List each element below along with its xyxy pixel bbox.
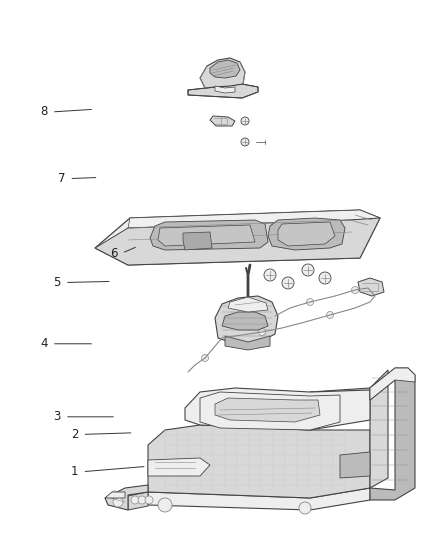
Circle shape (258, 328, 265, 335)
Circle shape (352, 287, 358, 294)
Polygon shape (128, 210, 380, 228)
Circle shape (307, 298, 314, 305)
Circle shape (158, 498, 172, 512)
Circle shape (113, 497, 123, 507)
Circle shape (282, 277, 294, 289)
Polygon shape (370, 368, 415, 500)
Text: 2: 2 (71, 428, 78, 441)
Polygon shape (158, 225, 255, 246)
Polygon shape (215, 296, 278, 344)
Polygon shape (228, 297, 268, 312)
Polygon shape (200, 58, 245, 88)
Circle shape (241, 117, 249, 125)
Text: 4: 4 (40, 337, 48, 350)
Polygon shape (148, 425, 370, 498)
Polygon shape (183, 232, 212, 250)
Text: 3: 3 (53, 410, 60, 423)
Polygon shape (185, 388, 370, 430)
Polygon shape (105, 492, 125, 498)
Circle shape (145, 496, 153, 504)
Polygon shape (150, 220, 268, 250)
Polygon shape (310, 370, 388, 488)
Circle shape (111, 491, 119, 499)
Circle shape (264, 269, 276, 281)
Polygon shape (340, 452, 370, 478)
Polygon shape (215, 398, 320, 422)
Polygon shape (278, 222, 335, 246)
Circle shape (138, 496, 146, 504)
Polygon shape (215, 86, 235, 93)
Polygon shape (210, 116, 235, 126)
Polygon shape (95, 218, 380, 265)
Polygon shape (148, 458, 210, 476)
Text: 7: 7 (57, 172, 65, 185)
Circle shape (319, 272, 331, 284)
Circle shape (201, 354, 208, 361)
Polygon shape (268, 218, 345, 250)
Text: 8: 8 (40, 106, 47, 118)
Polygon shape (128, 492, 148, 510)
Polygon shape (225, 336, 270, 350)
Text: 6: 6 (110, 247, 118, 260)
Circle shape (326, 311, 333, 319)
Polygon shape (200, 392, 340, 430)
Circle shape (299, 502, 311, 514)
Text: 5: 5 (53, 276, 60, 289)
Polygon shape (222, 312, 268, 330)
Circle shape (241, 138, 249, 146)
Polygon shape (370, 368, 415, 400)
Text: 1: 1 (71, 465, 78, 478)
Circle shape (131, 496, 139, 504)
Polygon shape (358, 278, 384, 296)
Circle shape (302, 264, 314, 276)
Polygon shape (210, 60, 240, 78)
Polygon shape (148, 488, 370, 510)
Polygon shape (105, 485, 148, 510)
Polygon shape (95, 210, 380, 265)
Polygon shape (188, 84, 258, 98)
